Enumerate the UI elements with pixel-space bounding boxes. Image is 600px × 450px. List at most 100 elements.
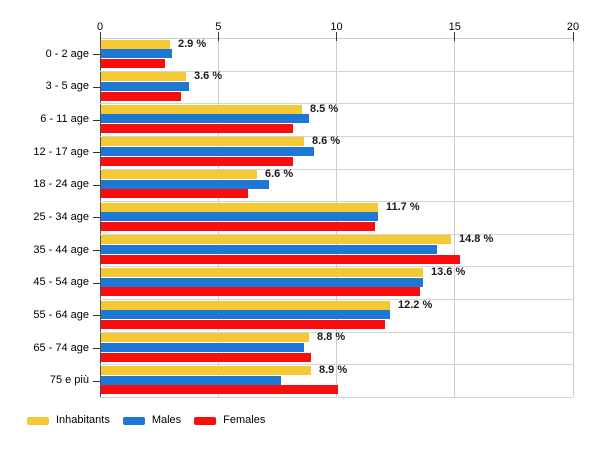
bar-females-4[interactable]: [101, 157, 293, 166]
males-swatch-icon: [122, 416, 145, 425]
bar-females-2[interactable]: [101, 92, 181, 101]
y-tick-mark: [93, 348, 100, 349]
bar-females-8[interactable]: [101, 287, 420, 296]
bar-inhabitants-6[interactable]: [101, 203, 378, 212]
bar-females-3[interactable]: [101, 124, 293, 133]
y-tick-mark: [93, 120, 100, 121]
y-tick-mark: [93, 381, 100, 382]
bar-inhabitants-5[interactable]: [101, 170, 257, 179]
category-label: 25 - 34 age: [33, 211, 89, 223]
x-tick-label-20: 20: [566, 21, 580, 33]
bar-males-10[interactable]: [101, 343, 304, 352]
bar-males-8[interactable]: [101, 278, 423, 287]
bar-males-1[interactable]: [101, 49, 172, 58]
bar-value-label: 13.6 %: [431, 266, 466, 278]
bar-females-10[interactable]: [101, 353, 311, 362]
bar-value-label: 12.2 %: [398, 299, 433, 311]
bar-males-11[interactable]: [101, 376, 281, 385]
row-separator: [100, 71, 573, 72]
bar-males-3[interactable]: [101, 114, 309, 123]
x-tick-mark-20: [572, 32, 574, 41]
legend-label-males: Males: [151, 414, 182, 426]
y-axis-line: [100, 38, 101, 397]
bar-males-2[interactable]: [101, 82, 189, 91]
category-label: 3 - 5 age: [45, 80, 89, 92]
legend-item-inhabitants[interactable]: Inhabitants: [27, 414, 110, 427]
bar-value-label: 14.8 %: [459, 233, 494, 245]
bar-inhabitants-9[interactable]: [101, 301, 390, 310]
category-label: 18 - 24 age: [33, 178, 89, 190]
legend-label-inhabitants: Inhabitants: [56, 414, 110, 426]
y-tick-mark: [93, 185, 100, 186]
y-tick-mark: [93, 217, 100, 218]
x-tick-label-10: 10: [330, 21, 343, 33]
row-separator: [100, 136, 573, 137]
bar-females-11[interactable]: [101, 385, 338, 394]
bar-females-1[interactable]: [101, 59, 165, 68]
plot-area: 2.9 % 3.6 % 8.5 % 8.6 % 6.6 % 11.7 % 14.8 % 13.…: [100, 38, 574, 398]
bar-inhabitants-2[interactable]: [101, 72, 186, 81]
category-label: 55 - 64 age: [33, 309, 89, 321]
bar-inhabitants-11[interactable]: [101, 366, 311, 375]
y-tick-mark: [93, 54, 100, 55]
row-separator: [100, 266, 573, 267]
bar-inhabitants-4[interactable]: [101, 137, 304, 146]
bar-value-label: 8.9 %: [319, 364, 348, 376]
row-separator: [100, 299, 573, 300]
row-separator: [100, 201, 573, 202]
legend-item-males[interactable]: Males: [122, 414, 182, 427]
bar-females-7[interactable]: [101, 255, 460, 264]
category-label: 65 - 74 age: [33, 342, 89, 354]
bar-value-label: 8.8 %: [317, 331, 346, 343]
category-label: 0 - 2 age: [45, 48, 89, 60]
x-tick-label-15: 15: [448, 21, 461, 33]
bar-value-label: 8.5 %: [310, 103, 339, 115]
legend: Inhabitants Males Females: [27, 414, 265, 427]
bar-inhabitants-1[interactable]: [101, 40, 170, 49]
bar-value-label: 2.9 %: [178, 38, 207, 50]
y-tick-mark: [93, 250, 100, 251]
category-label: 35 - 44 age: [33, 244, 89, 256]
legend-label-females: Females: [223, 414, 266, 426]
x-tick-label-0: 0: [96, 21, 104, 33]
bar-value-label: 6.6 %: [265, 168, 294, 180]
y-tick-mark: [93, 283, 100, 284]
x-tick-mark-15: [454, 32, 456, 41]
bar-value-label: 11.7 %: [386, 201, 420, 213]
bar-inhabitants-3[interactable]: [101, 105, 302, 114]
bar-value-label: 8.6 %: [312, 135, 341, 147]
category-label: 6 - 11 age: [40, 113, 89, 125]
y-tick-mark: [93, 152, 100, 153]
bar-inhabitants-8[interactable]: [101, 268, 423, 277]
bar-value-label: 3.6 %: [194, 70, 223, 82]
y-tick-mark: [93, 315, 100, 316]
females-swatch-icon: [194, 416, 217, 425]
legend-item-females[interactable]: Females: [194, 414, 265, 427]
bar-females-5[interactable]: [101, 189, 248, 198]
bar-males-5[interactable]: [101, 180, 269, 189]
category-label: 12 - 17 age: [33, 146, 89, 158]
row-separator: [100, 332, 573, 333]
bar-inhabitants-10[interactable]: [101, 333, 309, 342]
bar-males-7[interactable]: [101, 245, 437, 254]
x-tick-mark-10: [336, 32, 337, 41]
bar-females-6[interactable]: [101, 222, 375, 231]
bar-inhabitants-7[interactable]: [101, 235, 451, 244]
inhabitants-swatch-icon: [27, 416, 49, 425]
bar-females-9[interactable]: [101, 320, 385, 329]
x-tick-mark-0: [99, 32, 101, 41]
gridline-x-15: [454, 38, 456, 397]
row-separator: [100, 364, 573, 365]
gridline-x-20: [572, 38, 574, 397]
category-label: 45 - 54 age: [33, 276, 89, 288]
row-separator: [100, 169, 573, 170]
row-separator: [100, 234, 573, 235]
bar-males-4[interactable]: [101, 147, 314, 156]
x-tick-label-5: 5: [215, 21, 222, 33]
row-separator: [100, 103, 573, 104]
category-label: 75 e più: [49, 374, 89, 386]
bar-males-6[interactable]: [101, 212, 378, 221]
bar-males-9[interactable]: [101, 310, 390, 319]
row-separator: [100, 397, 573, 398]
